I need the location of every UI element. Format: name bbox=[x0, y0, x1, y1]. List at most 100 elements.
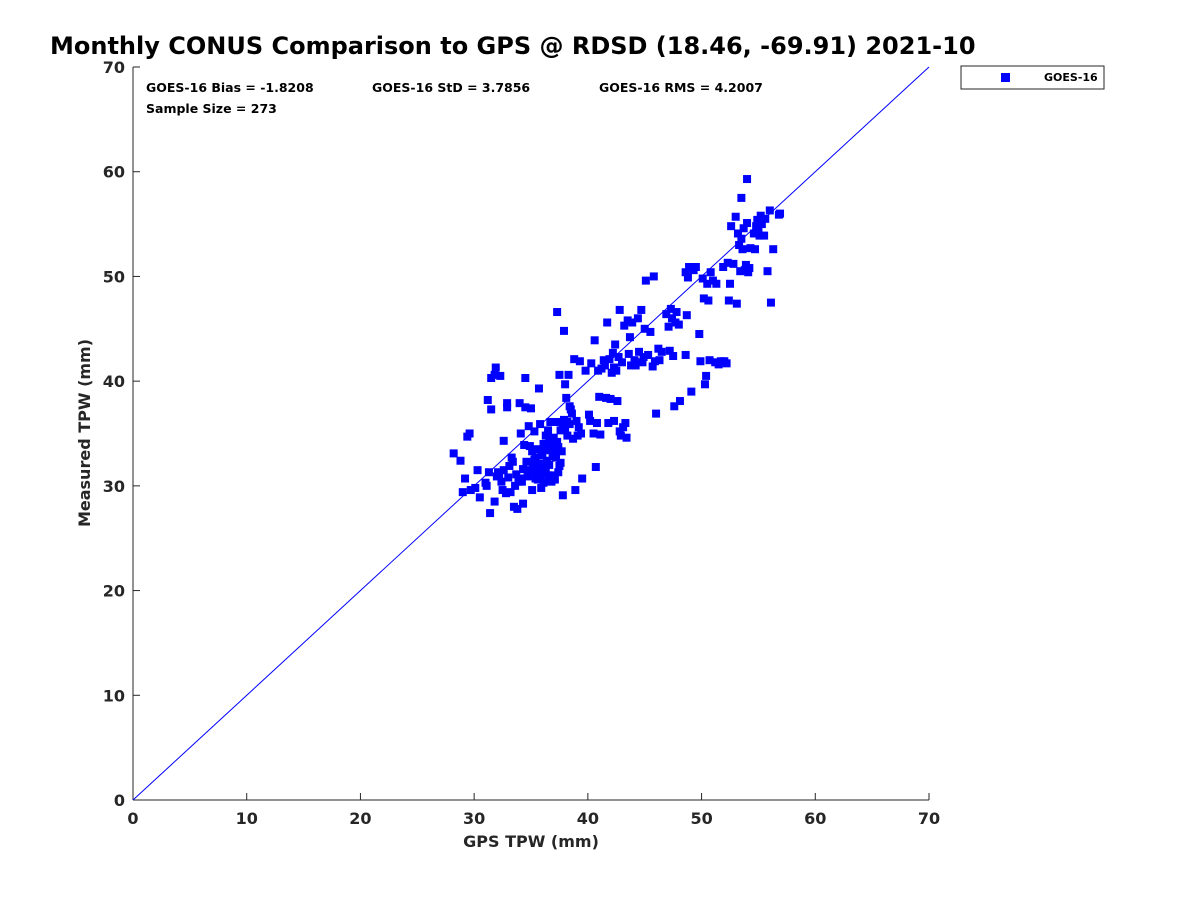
data-point-0-65 bbox=[532, 468, 541, 477]
data-point-0-251 bbox=[754, 226, 763, 235]
data-point-0-233 bbox=[733, 229, 742, 238]
x-tick-label-7: 70 bbox=[918, 809, 940, 828]
data-point-0-236 bbox=[737, 234, 746, 243]
data-point-0-11 bbox=[482, 481, 491, 490]
data-point-0-252 bbox=[755, 231, 764, 240]
data-point-0-183 bbox=[649, 272, 658, 281]
data-point-0-256 bbox=[761, 214, 770, 223]
data-point-0-45 bbox=[519, 465, 528, 474]
data-point-0-32 bbox=[505, 461, 514, 470]
data-point-0-70 bbox=[536, 420, 545, 429]
data-point-0-6 bbox=[466, 486, 475, 495]
data-point-0-161 bbox=[617, 358, 626, 367]
data-point-0-107 bbox=[557, 447, 566, 456]
data-point-0-229 bbox=[727, 222, 736, 231]
data-point-0-166 bbox=[623, 316, 632, 325]
y-tick-label-2: 20 bbox=[103, 582, 125, 601]
data-point-0-98 bbox=[552, 453, 561, 462]
x-tick-label-0: 0 bbox=[127, 809, 138, 828]
data-point-0-197 bbox=[672, 308, 681, 317]
data-point-0-185 bbox=[652, 409, 661, 418]
std-stat: GOES-16 StD = 3.7856 bbox=[372, 80, 530, 95]
data-point-0-7 bbox=[471, 483, 480, 492]
data-point-0-8 bbox=[473, 466, 482, 475]
data-point-0-178 bbox=[640, 324, 649, 333]
data-point-0-204 bbox=[685, 263, 694, 272]
data-point-0-9 bbox=[475, 493, 484, 502]
data-point-0-132 bbox=[584, 410, 593, 419]
data-point-0-116 bbox=[563, 431, 572, 440]
data-point-0-257 bbox=[763, 267, 772, 276]
y-tick-label-0: 0 bbox=[114, 791, 125, 810]
data-point-0-55 bbox=[527, 404, 535, 413]
data-point-0-191 bbox=[665, 346, 674, 355]
data-point-0-255 bbox=[760, 231, 769, 240]
data-point-0-42 bbox=[516, 429, 525, 438]
data-point-0-105 bbox=[556, 426, 565, 435]
data-point-0-188 bbox=[657, 347, 666, 356]
data-point-0-102 bbox=[554, 443, 563, 452]
data-point-0-192 bbox=[666, 304, 675, 313]
data-point-0-164 bbox=[621, 419, 630, 428]
data-point-0-112 bbox=[561, 380, 570, 389]
data-point-0-149 bbox=[606, 394, 615, 403]
bias-stat: GOES-16 Bias = -1.8208 bbox=[146, 80, 314, 95]
data-point-0-53 bbox=[524, 471, 533, 480]
data-point-0-187 bbox=[655, 356, 664, 365]
data-point-0-85 bbox=[544, 471, 553, 480]
data-point-0-253 bbox=[756, 211, 765, 220]
data-point-0-72 bbox=[537, 483, 546, 492]
data-point-0-64 bbox=[532, 445, 541, 454]
data-point-0-214 bbox=[703, 279, 712, 288]
data-point-0-248 bbox=[751, 245, 760, 254]
data-point-0-18 bbox=[490, 497, 499, 506]
data-point-0-162 bbox=[619, 423, 628, 432]
data-point-0-238 bbox=[738, 245, 747, 254]
legend: GOES-16 bbox=[960, 65, 1105, 90]
data-point-0-168 bbox=[625, 333, 634, 342]
data-point-0-249 bbox=[752, 222, 761, 231]
data-point-0-159 bbox=[615, 427, 624, 436]
data-point-0-104 bbox=[555, 370, 564, 379]
data-point-0-182 bbox=[648, 362, 657, 371]
data-point-0-69 bbox=[534, 459, 543, 468]
y-tick-label-3: 30 bbox=[103, 477, 125, 496]
data-point-0-158 bbox=[615, 305, 624, 314]
data-point-0-131 bbox=[581, 366, 590, 375]
data-point-0-87 bbox=[545, 460, 554, 469]
data-point-0-47 bbox=[520, 441, 529, 450]
data-point-0-207 bbox=[691, 263, 700, 272]
data-point-0-217 bbox=[706, 268, 715, 277]
data-point-0-226 bbox=[723, 258, 732, 267]
data-point-0-82 bbox=[542, 456, 551, 465]
data-point-0-3 bbox=[461, 474, 470, 483]
data-point-0-223 bbox=[719, 263, 728, 272]
data-point-0-205 bbox=[687, 387, 696, 396]
data-point-0-203 bbox=[683, 273, 692, 282]
data-point-0-130 bbox=[578, 474, 587, 483]
data-point-0-2 bbox=[458, 488, 467, 497]
data-point-0-63 bbox=[531, 453, 540, 462]
data-point-0-169 bbox=[627, 361, 636, 370]
x-tick-label-6: 60 bbox=[804, 809, 826, 828]
data-point-0-0 bbox=[449, 449, 458, 458]
data-point-0-194 bbox=[669, 352, 678, 361]
data-point-0-106 bbox=[556, 458, 565, 467]
data-point-0-33 bbox=[506, 488, 515, 497]
data-point-0-254 bbox=[757, 220, 766, 229]
data-point-0-49 bbox=[521, 374, 530, 383]
data-point-0-215 bbox=[704, 296, 713, 305]
data-point-0-86 bbox=[545, 434, 554, 443]
data-point-0-78 bbox=[540, 464, 549, 473]
data-point-0-150 bbox=[607, 368, 616, 377]
data-point-0-44 bbox=[517, 477, 526, 486]
data-point-0-143 bbox=[599, 356, 608, 365]
data-point-0-128 bbox=[575, 357, 584, 366]
data-point-0-134 bbox=[587, 359, 596, 368]
data-point-0-173 bbox=[633, 314, 642, 323]
data-point-0-68 bbox=[534, 384, 543, 393]
data-point-0-213 bbox=[702, 371, 711, 380]
data-point-0-127 bbox=[574, 423, 583, 432]
data-point-0-61 bbox=[530, 427, 539, 436]
data-point-0-136 bbox=[590, 336, 599, 345]
